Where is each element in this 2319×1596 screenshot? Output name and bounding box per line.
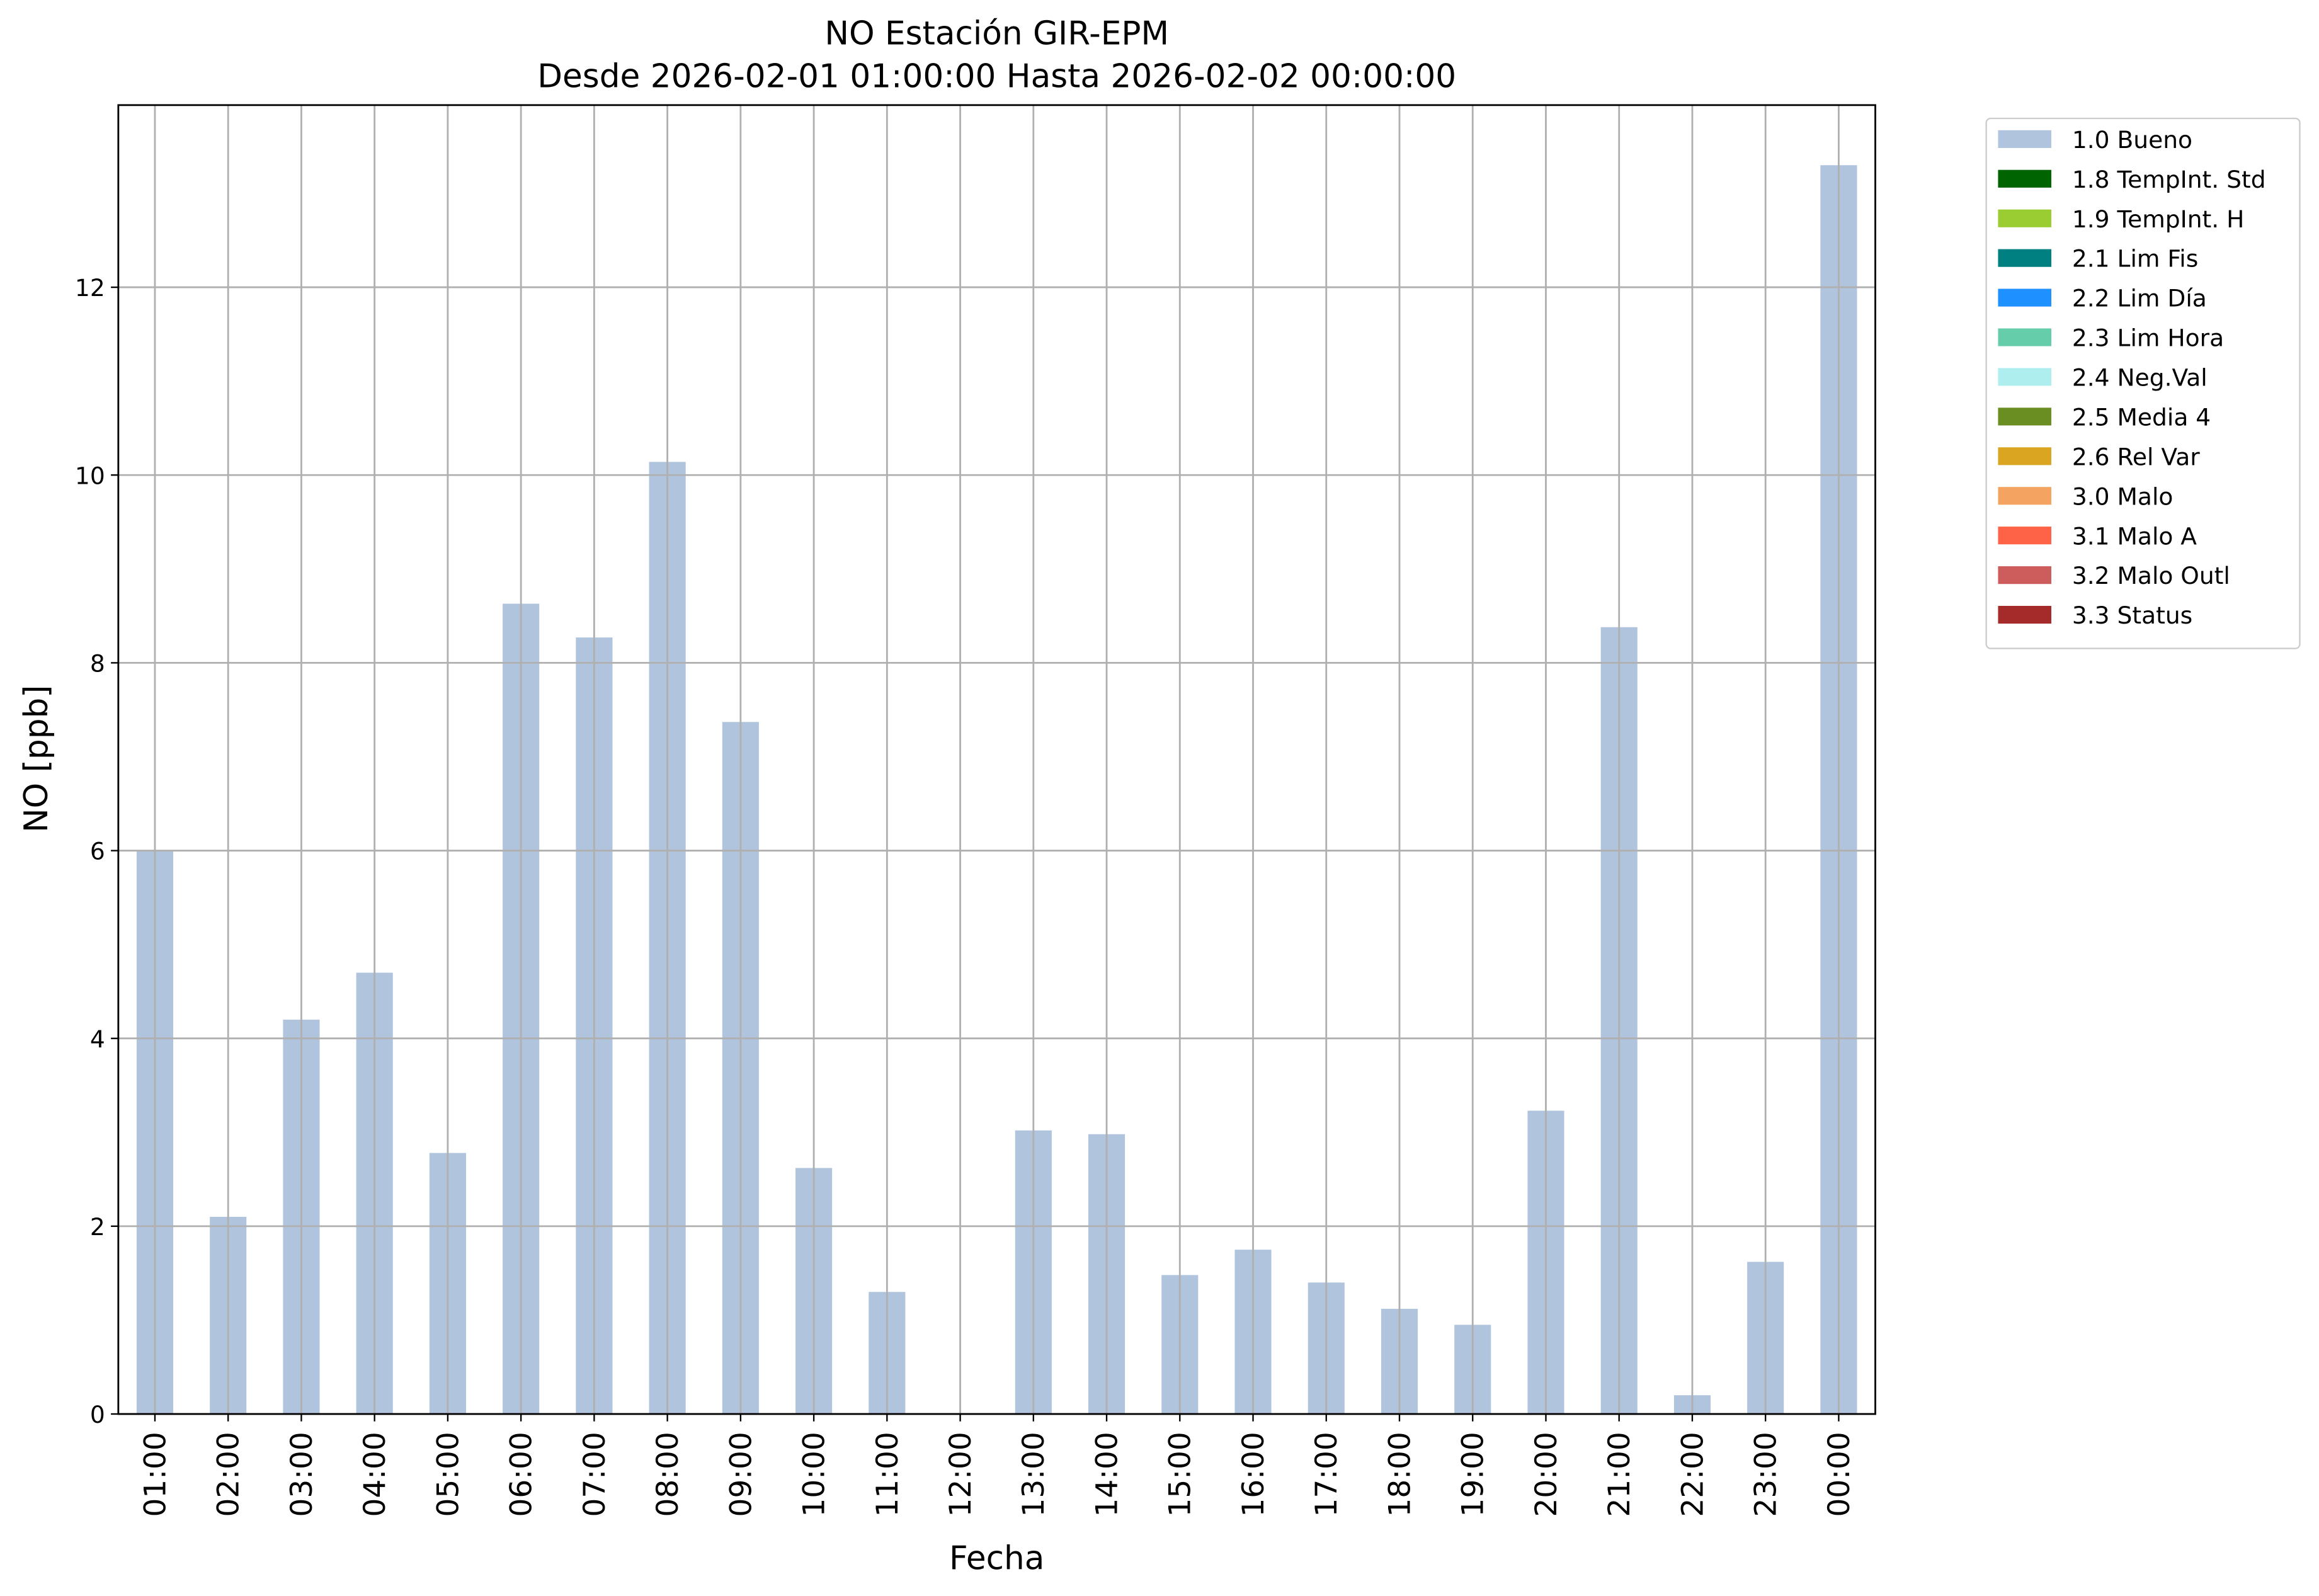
legend-label: 2.1 Lim Fis bbox=[2072, 245, 2198, 273]
legend-swatch bbox=[1998, 408, 2051, 426]
legend-label: 3.2 Malo Outl bbox=[2072, 562, 2230, 590]
y-tick-label: 10 bbox=[75, 462, 105, 489]
x-axis-label: Fecha bbox=[949, 1540, 1044, 1578]
x-tick-label: 10:00 bbox=[797, 1432, 832, 1517]
x-tick-label: 01:00 bbox=[138, 1432, 173, 1517]
legend-swatch bbox=[1998, 288, 2051, 307]
x-tick-label: 04:00 bbox=[358, 1432, 392, 1517]
legend-label: 1.9 TempInt. H bbox=[2072, 205, 2245, 233]
x-tick-label: 19:00 bbox=[1456, 1432, 1491, 1517]
x-tick-label: 15:00 bbox=[1163, 1432, 1198, 1517]
x-tick-label: 16:00 bbox=[1236, 1432, 1271, 1517]
y-tick-label: 8 bbox=[90, 649, 105, 677]
x-tick-label: 21:00 bbox=[1602, 1432, 1637, 1517]
x-tick-label: 07:00 bbox=[578, 1432, 612, 1517]
chart-title: NO Estación GIR-EPM bbox=[824, 15, 1169, 53]
legend-label: 3.0 Malo bbox=[2072, 482, 2174, 510]
x-tick-label: 20:00 bbox=[1529, 1432, 1564, 1517]
y-tick-label: 2 bbox=[90, 1213, 105, 1241]
legend-swatch bbox=[1998, 328, 2051, 346]
legend-label: 2.5 Media 4 bbox=[2072, 403, 2211, 431]
y-tick-label: 0 bbox=[90, 1401, 105, 1428]
x-tick-label: 05:00 bbox=[431, 1432, 465, 1517]
x-tick-label: 22:00 bbox=[1675, 1432, 1710, 1517]
legend-label: 2.2 Lim Día bbox=[2072, 285, 2207, 312]
x-tick-label: 23:00 bbox=[1749, 1432, 1784, 1517]
y-tick-label: 4 bbox=[90, 1025, 105, 1053]
x-tick-label: 14:00 bbox=[1090, 1432, 1124, 1517]
x-tick-label: 09:00 bbox=[724, 1432, 758, 1517]
chart-subtitle: Desde 2026-02-01 01:00:00 Hasta 2026-02-… bbox=[537, 58, 1456, 96]
legend-swatch bbox=[1998, 130, 2051, 148]
x-tick-label: 17:00 bbox=[1309, 1432, 1344, 1517]
plot-frame bbox=[117, 104, 1876, 1415]
x-tick-label: 12:00 bbox=[943, 1432, 978, 1517]
legend-label: 2.4 Neg.Val bbox=[2072, 364, 2208, 392]
legend-label: 2.6 Rel Var bbox=[2072, 443, 2200, 470]
x-tick-label: 06:00 bbox=[504, 1432, 539, 1517]
x-tick-label: 02:00 bbox=[212, 1432, 246, 1517]
legend-swatch bbox=[1998, 169, 2051, 188]
legend-label: 1.0 Bueno bbox=[2072, 126, 2192, 154]
legend-swatch bbox=[1998, 368, 2051, 386]
x-tick-label: 11:00 bbox=[870, 1432, 905, 1517]
x-tick-label: 18:00 bbox=[1382, 1432, 1417, 1517]
legend-label: 2.3 Lim Hora bbox=[2072, 324, 2224, 352]
x-tick-label: 03:00 bbox=[285, 1432, 319, 1517]
legend-swatch bbox=[1998, 566, 2051, 584]
x-tick-label: 08:00 bbox=[651, 1432, 685, 1517]
legend-swatch bbox=[1998, 487, 2051, 505]
legend-swatch bbox=[1998, 209, 2051, 227]
y-axis-label: NO [ppb] bbox=[18, 685, 55, 833]
legend-swatch bbox=[1998, 249, 2051, 267]
legend-box bbox=[1985, 117, 2301, 649]
legend-label: 3.1 Malo A bbox=[2072, 522, 2197, 550]
y-tick-label: 12 bbox=[75, 274, 105, 302]
legend-swatch bbox=[1998, 605, 2051, 624]
x-tick-label: 13:00 bbox=[1017, 1432, 1051, 1517]
legend-swatch bbox=[1998, 527, 2051, 545]
y-tick-label: 6 bbox=[90, 838, 105, 865]
legend-swatch bbox=[1998, 447, 2051, 465]
x-tick-label: 00:00 bbox=[1822, 1432, 1857, 1517]
legend-label: 1.8 TempInt. Std bbox=[2072, 166, 2266, 193]
legend-label: 3.3 Status bbox=[2072, 601, 2192, 629]
